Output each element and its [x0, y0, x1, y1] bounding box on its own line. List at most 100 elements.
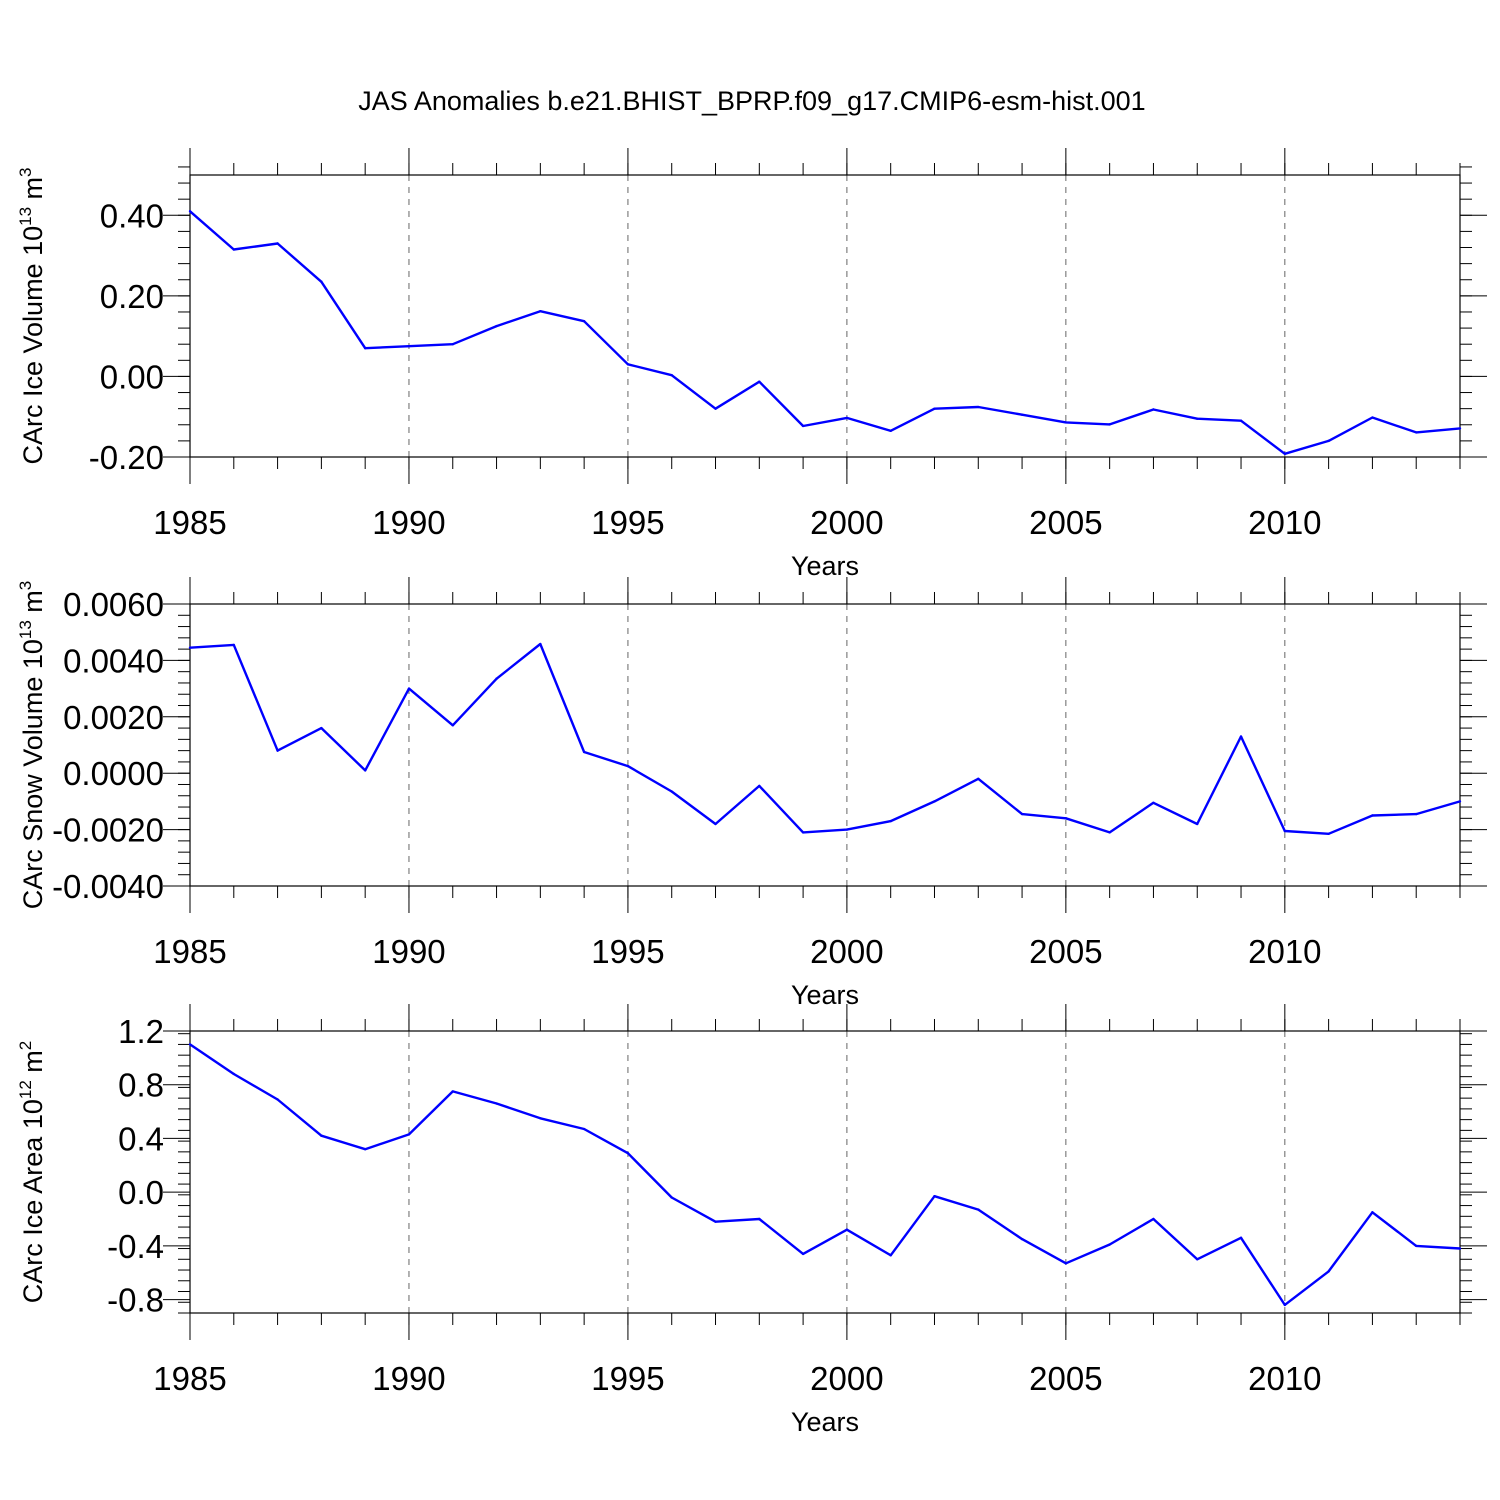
- x-tick-label: 1995: [591, 1360, 664, 1397]
- data-point: [582, 750, 586, 754]
- data-point: [1327, 439, 1330, 443]
- x-tick-label: 2000: [810, 933, 883, 970]
- data-point: [451, 343, 454, 346]
- data-point: [1196, 1258, 1199, 1261]
- data-point: [582, 320, 586, 323]
- data-point: [276, 242, 279, 245]
- y-axis-label: CArc Snow Volume 1013 m3: [16, 581, 48, 910]
- y-tick-label: 0.0000: [63, 755, 164, 792]
- data-point: [1371, 814, 1374, 817]
- data-point: [320, 280, 323, 283]
- panel-2: -0.0040 -0.0020 0.0000 0.0020 0.0040 0.0060 19…: [16, 577, 1487, 1010]
- data-point: [801, 424, 805, 428]
- data-point: [1283, 452, 1287, 455]
- data-point: [626, 1152, 630, 1155]
- data-point: [714, 1220, 717, 1223]
- y-tick-label: 0.4: [118, 1120, 164, 1157]
- data-point: [889, 819, 892, 823]
- y-tick-label: -0.4: [107, 1228, 164, 1265]
- data-point: [1239, 419, 1243, 422]
- x-tick-label: 2005: [1029, 933, 1102, 970]
- data-point: [495, 324, 498, 328]
- data-point: [451, 724, 454, 727]
- x-tick-label: 1990: [372, 933, 445, 970]
- x-axis-label: Years: [791, 980, 859, 1010]
- data-point: [758, 784, 761, 788]
- y-tick-label: -0.0040: [52, 868, 164, 905]
- data-point: [407, 345, 411, 348]
- data-point: [1196, 417, 1199, 420]
- data-point: [1371, 416, 1374, 419]
- panel-3: -0.8 -0.4 0.0 0.4 0.8 1.2 1985 1990 1995 2000 2005…: [16, 1004, 1487, 1437]
- data-point: [670, 1196, 673, 1199]
- data-point: [539, 1117, 542, 1120]
- x-tick-label: 1995: [591, 504, 664, 541]
- data-point: [1196, 822, 1199, 826]
- chart-title: JAS Anomalies b.e21.BHIST_BPRP.f09_g17.C…: [358, 86, 1145, 116]
- data-point: [1283, 829, 1287, 833]
- data-point: [801, 1252, 805, 1256]
- data-point: [582, 1127, 586, 1131]
- y-tick-label: -0.20: [89, 439, 164, 476]
- x-tick-label: 2010: [1248, 1360, 1321, 1397]
- y-tick-label: 0.0: [118, 1174, 164, 1211]
- data-point: [407, 1133, 411, 1136]
- data-point: [1458, 1247, 1462, 1250]
- data-point: [495, 677, 498, 680]
- y-tick-label: 0.00: [100, 358, 164, 395]
- data-point: [845, 416, 849, 420]
- data-point: [714, 822, 717, 826]
- data-point: [232, 1072, 235, 1076]
- y-tick-label: 0.8: [118, 1067, 164, 1104]
- data-point: [495, 1102, 498, 1105]
- data-point: [933, 1194, 936, 1198]
- series-line: [189, 1043, 1461, 1307]
- y-axis-label: CArc Ice Area 1012 m2: [16, 1041, 48, 1304]
- data-point: [188, 1043, 192, 1046]
- data-point: [845, 1228, 849, 1231]
- data-point: [1108, 423, 1111, 426]
- y-tick-label: -0.0020: [52, 812, 164, 849]
- data-point: [407, 687, 411, 690]
- data-point: [845, 828, 849, 831]
- data-point: [1020, 1237, 1024, 1241]
- data-point: [933, 800, 936, 803]
- data-point: [188, 646, 192, 649]
- data-point: [539, 309, 542, 313]
- data-point: [1020, 812, 1024, 816]
- data-point: [363, 1147, 367, 1151]
- y-tick-label: 0.20: [100, 278, 164, 315]
- data-point: [977, 777, 980, 781]
- series-line: [189, 210, 1461, 455]
- data-point: [320, 726, 323, 730]
- y-tick-label: 0.40: [100, 197, 164, 234]
- data-point: [626, 363, 630, 366]
- x-tick-label: 1985: [153, 1360, 226, 1397]
- y-tick-label: 1.2: [118, 1013, 164, 1050]
- data-point: [1064, 421, 1068, 424]
- y-tick-label: 0.0040: [63, 642, 164, 679]
- data-point: [1020, 413, 1024, 416]
- data-point: [1108, 1243, 1111, 1246]
- data-point: [1458, 800, 1462, 803]
- plot-frame: [189, 603, 1461, 887]
- plot-frame: [189, 174, 1461, 458]
- data-point: [889, 429, 892, 433]
- plot-frame: [189, 1030, 1461, 1314]
- data-point: [714, 407, 717, 410]
- data-point: [801, 831, 805, 834]
- data-point: [363, 769, 367, 772]
- data-point: [1283, 1303, 1287, 1307]
- series-line: [189, 642, 1461, 835]
- y-tick-label: 0.0020: [63, 699, 164, 736]
- data-point: [451, 1090, 454, 1093]
- y-axis-label: CArc Ice Volume 1013 m3: [16, 167, 48, 464]
- x-tick-label: 2010: [1248, 504, 1321, 541]
- data-point: [1458, 427, 1462, 430]
- data-point: [626, 764, 630, 768]
- data-point: [1415, 1244, 1418, 1248]
- data-point: [539, 642, 542, 646]
- data-point: [1152, 801, 1155, 805]
- data-point: [1371, 1211, 1374, 1214]
- x-tick-label: 2005: [1029, 1360, 1102, 1397]
